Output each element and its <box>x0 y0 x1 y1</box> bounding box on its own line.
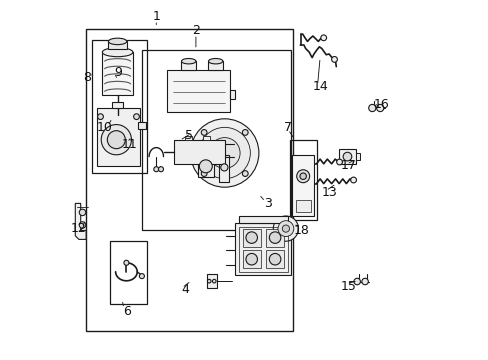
Bar <box>265 229 284 247</box>
Text: 4: 4 <box>181 283 189 296</box>
Bar <box>91 40 147 173</box>
Circle shape <box>350 177 356 183</box>
Circle shape <box>331 57 337 62</box>
Circle shape <box>245 253 257 265</box>
Bar <box>206 274 216 288</box>
Polygon shape <box>75 203 86 239</box>
Circle shape <box>368 104 375 112</box>
Ellipse shape <box>208 59 223 64</box>
Bar <box>102 52 133 95</box>
Circle shape <box>153 167 159 172</box>
Bar <box>230 90 235 99</box>
Bar <box>338 149 355 164</box>
Bar <box>235 223 291 275</box>
Circle shape <box>209 138 240 168</box>
Bar <box>219 155 229 182</box>
Bar <box>174 140 224 164</box>
Bar <box>289 140 316 220</box>
Bar <box>138 122 146 129</box>
Bar <box>97 108 140 166</box>
Circle shape <box>158 167 163 172</box>
Circle shape <box>376 104 383 112</box>
Text: 12: 12 <box>71 222 86 235</box>
Bar <box>197 156 213 177</box>
Bar <box>113 106 122 115</box>
Bar <box>108 41 126 49</box>
Text: 9: 9 <box>114 66 122 78</box>
Bar <box>239 227 287 272</box>
Circle shape <box>336 159 342 165</box>
Circle shape <box>101 125 131 155</box>
Circle shape <box>201 171 206 176</box>
Text: 6: 6 <box>123 305 131 318</box>
Text: 5: 5 <box>184 129 192 141</box>
Text: 8: 8 <box>82 71 91 84</box>
Circle shape <box>98 114 103 120</box>
Circle shape <box>273 216 298 241</box>
Circle shape <box>220 164 227 171</box>
Circle shape <box>107 131 125 149</box>
Text: 1: 1 <box>152 10 160 23</box>
Bar <box>291 155 314 216</box>
Circle shape <box>123 260 129 265</box>
Circle shape <box>353 278 360 285</box>
Text: 14: 14 <box>311 80 327 93</box>
Bar <box>167 70 230 112</box>
Circle shape <box>282 225 289 232</box>
Circle shape <box>269 253 280 265</box>
Circle shape <box>361 278 367 285</box>
Circle shape <box>277 221 293 237</box>
Text: 18: 18 <box>294 224 309 237</box>
Text: 7: 7 <box>283 121 291 134</box>
Bar <box>355 153 360 160</box>
Circle shape <box>343 152 351 161</box>
Circle shape <box>207 279 211 283</box>
Text: 3: 3 <box>264 197 271 210</box>
Bar <box>109 241 147 304</box>
Bar <box>242 229 260 247</box>
Text: 15: 15 <box>340 280 356 293</box>
Circle shape <box>79 209 85 216</box>
Ellipse shape <box>181 59 196 64</box>
Circle shape <box>242 130 247 135</box>
Circle shape <box>242 171 247 176</box>
Text: 17: 17 <box>340 159 356 172</box>
Circle shape <box>320 35 326 41</box>
Circle shape <box>199 127 250 179</box>
Bar <box>208 61 223 70</box>
Circle shape <box>245 232 257 243</box>
Bar <box>295 200 310 212</box>
Bar <box>242 250 260 268</box>
Ellipse shape <box>102 48 133 57</box>
Bar <box>86 29 292 331</box>
Circle shape <box>133 114 139 120</box>
Text: 16: 16 <box>373 98 388 111</box>
Circle shape <box>199 160 212 173</box>
Circle shape <box>269 232 280 243</box>
Circle shape <box>299 173 306 180</box>
Circle shape <box>79 222 85 228</box>
Circle shape <box>201 130 206 135</box>
Bar <box>142 50 291 230</box>
Bar <box>181 61 196 70</box>
Text: 13: 13 <box>321 186 336 199</box>
Circle shape <box>139 274 144 279</box>
Bar <box>239 216 287 223</box>
Circle shape <box>190 119 258 187</box>
Ellipse shape <box>108 38 126 45</box>
Text: 11: 11 <box>121 138 137 150</box>
Text: 2: 2 <box>192 24 200 37</box>
Circle shape <box>212 279 216 283</box>
Bar <box>112 102 122 108</box>
Bar <box>265 250 284 268</box>
Circle shape <box>296 170 309 183</box>
Bar <box>185 136 191 140</box>
Text: 10: 10 <box>97 121 113 134</box>
Bar <box>203 136 209 140</box>
